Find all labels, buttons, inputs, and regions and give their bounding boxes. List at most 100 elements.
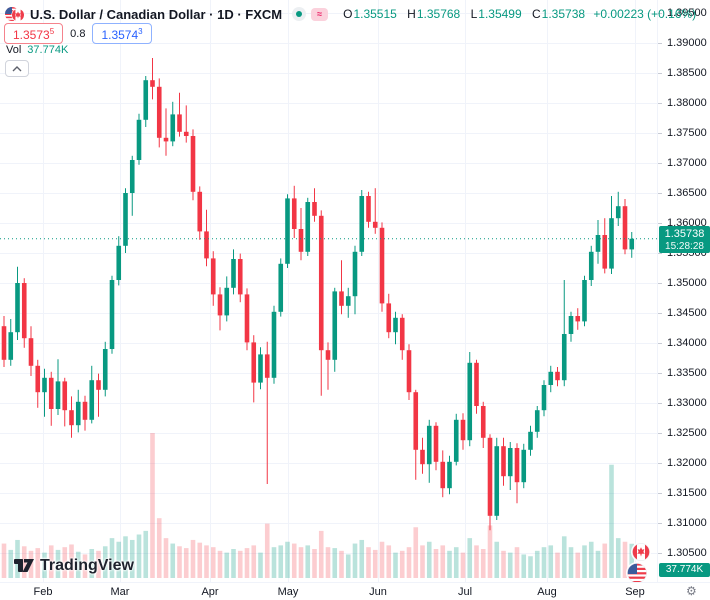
candle-body [210,258,216,295]
volume-bar [42,552,47,579]
candle-body [170,114,176,142]
volume-bar [514,547,520,578]
close-label: C [532,7,541,21]
volume-bar [541,547,547,578]
volume-bar [96,550,101,578]
candle-body [413,392,419,450]
settings-gear-icon[interactable]: ⚙ [686,584,697,598]
volume-bar [298,547,304,578]
candle-body [332,291,338,360]
volume-bar [521,554,527,578]
bid-badge[interactable]: 1.35735 [4,23,64,44]
candle-body [561,334,567,381]
candle-body [399,317,405,351]
time-axis-label: Sep [625,586,645,598]
canada-flag-icon [631,542,651,562]
volume-bar [548,545,554,579]
candle-body [379,227,385,304]
high-value: 1.35768 [416,7,461,21]
candle-body [271,311,277,378]
price-axis-tick [658,72,662,74]
price-axis[interactable]: 1.35738 15:28:28 37.774K 1.39500 1.39000 1… [657,0,710,582]
price-axis-tick [658,372,662,374]
time-axis[interactable]: ⚙ Feb Mar Apr May Jun Jul Aug Sep [0,582,710,600]
time-axis-label: Aug [537,586,557,598]
candle-body [278,263,284,312]
candle-body [291,198,297,229]
volume-bar [291,543,297,578]
tradingview-glyph-icon [14,559,34,572]
change-value: +0.00223 (+0.16%) [593,7,697,21]
candle-body [568,316,574,334]
price-axis-tick [658,552,662,554]
price-axis-tick [658,192,662,194]
price-axis-tick [658,312,662,314]
candle-body [474,362,479,406]
volume-bar [217,550,223,578]
collapse-panel-button[interactable] [5,60,29,77]
volume-bar [1,543,7,578]
candle-body [129,160,135,193]
volume-bar [474,545,479,579]
candle-body [386,303,392,333]
candle-body [8,332,14,360]
price-axis-tick [658,222,662,224]
volume-bar [82,554,88,578]
volume-bar [359,539,365,578]
market-open-dot-icon [296,11,303,17]
volume-bar [251,545,257,579]
candle-body [406,350,412,393]
price-axis-label: 1.38000 [667,96,707,109]
low-value: 1.35499 [478,7,522,21]
candle-body [217,294,223,316]
volume-bar [629,543,635,578]
candle-body [15,283,20,333]
volume-bar [420,545,425,579]
candle-body [575,316,581,322]
volume-bar [143,530,149,579]
chart-canvas[interactable] [0,0,657,582]
volume-bar [440,545,446,579]
volume-bar [35,548,41,578]
candle-body [177,114,182,132]
volume-value: 37.774K [27,44,69,56]
high-label: H [407,7,416,21]
ask-badge[interactable]: 1.35743 [92,23,152,44]
volume-bar [204,545,209,579]
candle-body [318,215,324,351]
candle-body [453,419,459,462]
candle-body [96,380,101,390]
tradingview-logo[interactable]: TradingView [14,556,134,575]
candle-body [237,259,243,295]
candle-body [433,425,439,462]
volume-bar [183,548,189,578]
candle-body [460,419,466,441]
price-axis-tick [658,12,662,14]
volume-bar [447,550,452,578]
price-axis-label: 1.34500 [667,306,707,319]
volume-bar [352,543,358,578]
volume-bar [372,549,378,578]
symbol-title[interactable]: U.S. Dollar / Canadian Dollar · 1D · FXC… [30,6,283,22]
volume-bar [258,552,263,579]
candle-body [305,202,311,252]
candle-body [109,280,115,349]
candle-body [595,235,601,252]
price-axis-tick [658,132,662,134]
volume-bar [332,548,338,578]
volume-bar [453,547,459,578]
price-axis-tick [658,492,662,494]
price-axis-label: 1.32000 [667,456,707,469]
candle-body [440,461,446,489]
delayed-data-icon[interactable]: ≈ [311,7,329,21]
candle-body [352,251,358,297]
candle-body [555,371,560,381]
price-axis-tick [658,432,662,434]
volume-bar [62,547,68,578]
market-status-icon[interactable] [292,7,307,21]
candle-body [69,410,74,426]
time-axis-label: Jul [457,586,473,598]
candle-body [1,326,7,360]
candle-body [339,291,344,306]
candle-body [534,410,540,432]
